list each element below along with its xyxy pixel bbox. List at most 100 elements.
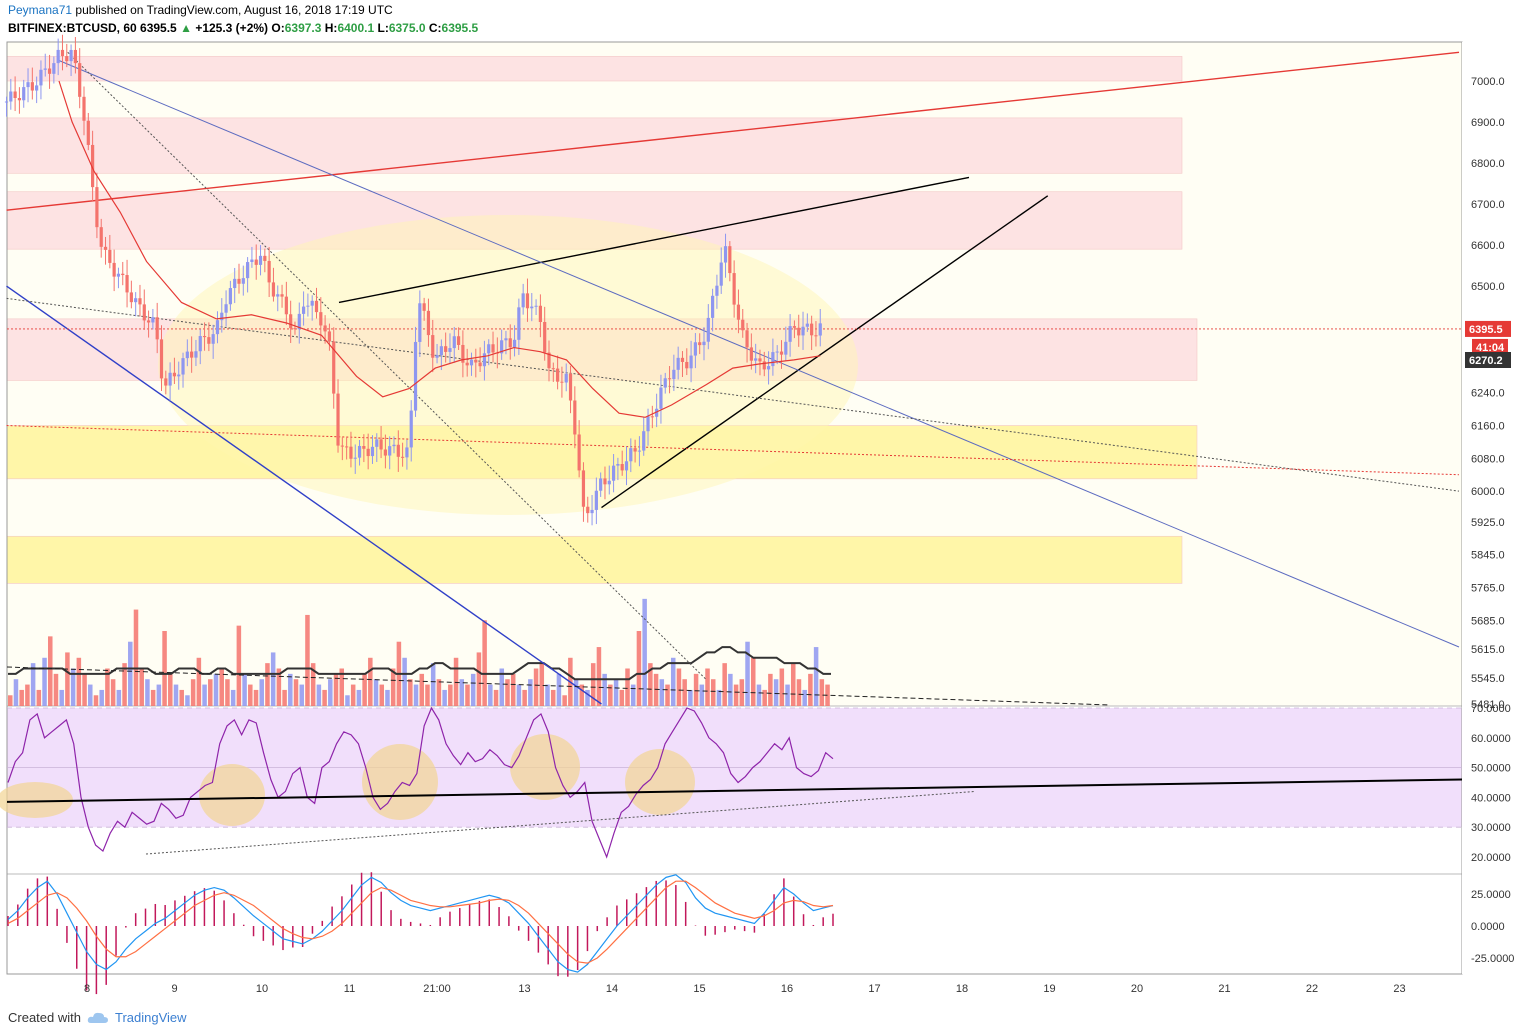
candle-body (73, 49, 77, 64)
candle-body (573, 400, 577, 435)
volume-bar (528, 679, 533, 706)
candle-body (224, 304, 228, 313)
candle-body (659, 387, 663, 409)
volume-bar (305, 614, 310, 706)
volume-bar (562, 695, 567, 706)
volume-bar (688, 689, 693, 706)
time-tick-label: 9 (171, 983, 177, 995)
candle-body (39, 69, 43, 86)
volume-bar (59, 689, 64, 706)
candle-body (409, 410, 413, 448)
candle-body (655, 408, 659, 417)
volume-bar (693, 673, 699, 706)
symbol-line: BITFINEX:BTCUSD, 60 6395.5 ▲ +125.3 (+2%… (8, 21, 478, 35)
volume-bar (733, 684, 739, 706)
candle-body (478, 362, 482, 367)
candle-body (663, 378, 667, 388)
candle-body (792, 326, 797, 328)
candle-body (47, 68, 52, 74)
volume-bar (293, 679, 299, 706)
candle-body (766, 366, 771, 370)
volume-bar (265, 663, 270, 706)
candle-body (297, 313, 301, 330)
volume-bar (236, 625, 242, 706)
author-name[interactable]: Peymana71 (8, 3, 73, 17)
trend-line (601, 195, 1049, 509)
time-tick-label: 20 (1131, 983, 1143, 995)
candle-body (246, 262, 250, 279)
volume-bar (110, 679, 116, 706)
tradingview-cloud-icon (87, 1012, 108, 1023)
last-price: 6395.5 (140, 21, 177, 35)
candle-body (17, 98, 22, 101)
candle-body (543, 322, 547, 353)
volume-bar (619, 689, 625, 706)
volume-bar (442, 689, 447, 706)
candle-body (159, 339, 164, 379)
footer: Created with TradingView (8, 1010, 187, 1025)
volume-bar (225, 679, 230, 706)
volume-bar (745, 641, 750, 706)
volume-bar (70, 668, 76, 706)
created-with-text: Created with (8, 1010, 81, 1025)
candle-body (482, 353, 487, 367)
price-tick-label: 5765.0 (1471, 583, 1505, 595)
time-tick-label: 18 (956, 983, 968, 995)
low-label: L: (377, 21, 389, 35)
candle-body (319, 312, 323, 326)
candle-body (168, 372, 172, 386)
candle-body (4, 101, 9, 103)
volume-bar (310, 663, 316, 706)
candle-body (422, 303, 426, 311)
volume-bar (150, 689, 156, 706)
candle-body (788, 326, 792, 342)
up-arrow-icon: ▲ (180, 21, 192, 35)
candle-body (323, 325, 327, 332)
candle-body (413, 341, 418, 411)
price-tick-label: 5685.0 (1471, 615, 1505, 627)
price-axis-bg (1462, 42, 1525, 974)
candle-body (551, 368, 555, 370)
volume-bar (30, 663, 36, 706)
candle-body (633, 448, 637, 452)
volume-bar (345, 695, 350, 706)
candle-body (637, 450, 642, 452)
time-tick-label: 14 (606, 983, 618, 995)
candle-body (65, 56, 69, 62)
volume-bar (288, 673, 293, 706)
time-tick-label: 10 (256, 983, 268, 995)
volume-bar (522, 689, 527, 706)
macd-tick-label: -25.0000 (1471, 953, 1514, 965)
countdown-tag (1472, 338, 1508, 355)
tradingview-brand[interactable]: TradingView (114, 1010, 187, 1025)
open-label: O: (271, 21, 285, 35)
volume-bar (676, 668, 682, 706)
price-tick-label: 6800.0 (1471, 158, 1505, 170)
candle-body (814, 335, 818, 337)
volume-bar (470, 673, 476, 706)
candle-body (680, 357, 685, 362)
trend-line (338, 176, 970, 304)
candle-body (650, 416, 654, 418)
candle-body (78, 63, 82, 97)
macd-line (7, 874, 834, 973)
volume-bar (813, 647, 819, 706)
candle-body (474, 359, 478, 363)
candle-body (211, 334, 215, 344)
time-tick-label: 11 (344, 983, 355, 995)
candle-body (568, 373, 573, 401)
volume-bar (208, 679, 213, 706)
candle-body (250, 259, 254, 263)
candle-body (108, 249, 112, 263)
open-value: 6397.3 (284, 21, 322, 35)
candle-body (254, 259, 258, 265)
candle-body (181, 358, 185, 375)
rsi-tick-label: 70.0000 (1471, 703, 1511, 715)
volume-bar (65, 652, 70, 706)
volume-bar (825, 684, 830, 706)
volume-bar (596, 647, 602, 706)
candle-body (581, 470, 586, 507)
dotted-trend-line (6, 297, 1460, 492)
volume-bar (413, 684, 419, 706)
